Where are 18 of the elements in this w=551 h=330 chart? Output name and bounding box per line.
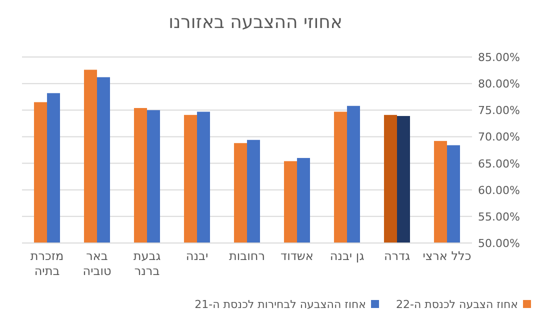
x-tick-label: רחובות [229, 249, 265, 263]
y-tick-label: 85.00% [478, 51, 520, 64]
x-tick-label: אשדוד [280, 249, 314, 263]
y-tick-label: 75.00% [478, 104, 520, 118]
y-tick-label: 60.00% [478, 184, 520, 197]
y-tick-label: 80.00% [478, 78, 520, 91]
x-tick-label: גן יבנה [330, 249, 364, 263]
x-tick-label: באר טוביה [82, 249, 112, 278]
y-tick-label: 65.00% [478, 157, 520, 170]
y-tick-label: 55.00% [478, 210, 520, 224]
chart-title: אחוזי ההצבעה באזורנו [168, 12, 342, 33]
y-tick-label: 50.00% [478, 237, 520, 250]
x-tick-label: מזכרת בתיה [30, 249, 64, 278]
x-tick-label: גדרה [384, 249, 410, 263]
x-tick-label: כלל ארצי [422, 249, 472, 263]
x-tick-label: גבעת ברנר [133, 249, 161, 278]
y-tick-label: 70.00% [478, 130, 520, 144]
x-tick-label: יבנה [186, 249, 208, 263]
